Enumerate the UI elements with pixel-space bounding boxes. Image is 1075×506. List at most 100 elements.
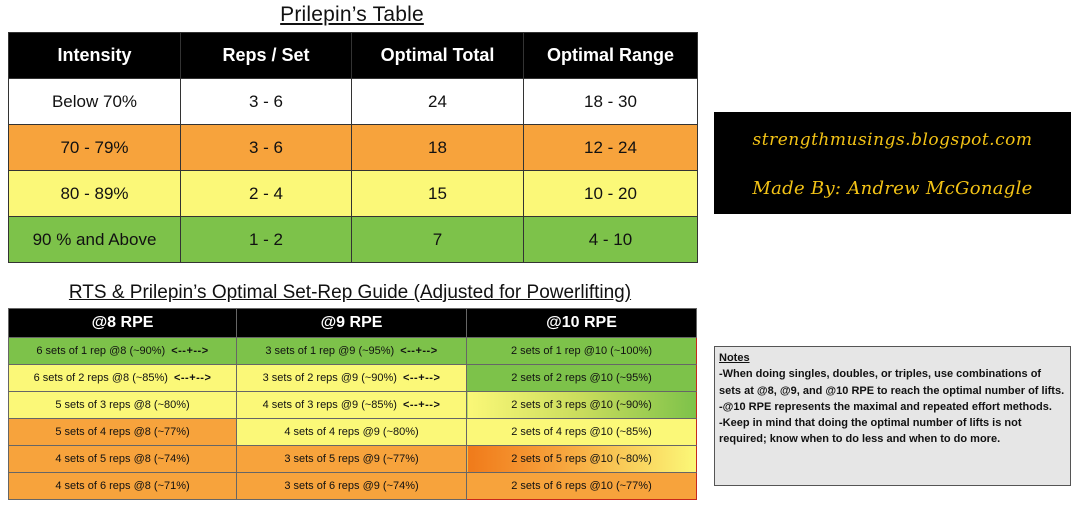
rpe-8-cell: 6 sets of 1 rep @8 (~90%) <--+--> xyxy=(8,337,237,365)
table-row: 90 % and Above 1 - 2 7 4 - 10 xyxy=(8,216,698,263)
set-rep-text: 3 sets of 5 reps @9 (~77%) xyxy=(284,453,419,465)
cell-content: 2 sets of 6 reps @10 (~77%) xyxy=(469,480,694,492)
table-row: 80 - 89% 2 - 4 15 10 - 20 xyxy=(8,170,698,217)
prilepins-header-row: Intensity Reps / Set Optimal Total Optim… xyxy=(8,32,698,79)
cell-content: 6 sets of 1 rep @8 (~90%) <--+--> xyxy=(11,345,234,357)
set-rep-text: 2 sets of 2 reps @10 (~95%) xyxy=(511,372,652,384)
progression-arrow: <--+--> xyxy=(400,345,438,357)
header-intensity: Intensity xyxy=(8,32,181,79)
intensity-cell: 90 % and Above xyxy=(8,216,181,263)
rpe-10-cell: 2 sets of 3 reps @10 (~90%) xyxy=(466,391,697,419)
set-rep-text: 2 sets of 5 reps @10 (~80%) xyxy=(511,453,652,465)
table-row: Below 70% 3 - 6 24 18 - 30 xyxy=(8,78,698,125)
set-rep-text: 3 sets of 2 reps @9 (~90%) xyxy=(262,372,397,384)
blog-url: strengthmusings.blogspot.com xyxy=(752,130,1033,150)
rpe-9-cell: 3 sets of 2 reps @9 (~90%) <--+--> xyxy=(236,364,467,392)
rts-header-row: @8 RPE @9 RPE @10 RPE xyxy=(8,308,697,338)
prilepins-table-title: Prilepin’s Table xyxy=(280,3,424,26)
rpe-8-cell: 4 sets of 5 reps @8 (~74%) xyxy=(8,445,237,473)
rts-guide-title: RTS & Prilepin’s Optimal Set-Rep Guide (… xyxy=(68,282,632,303)
cell-content: 4 sets of 3 reps @9 (~85%) <--+--> xyxy=(239,399,464,411)
cell-content: 2 sets of 5 reps @10 (~80%) xyxy=(469,453,694,465)
set-rep-text: 3 sets of 6 reps @9 (~74%) xyxy=(284,480,419,492)
header-optimal-total: Optimal Total xyxy=(351,32,524,79)
rpe-8-cell: 5 sets of 3 reps @8 (~80%) xyxy=(8,391,237,419)
rpe-9-cell: 3 sets of 6 reps @9 (~74%) xyxy=(236,472,467,500)
cell-content: 6 sets of 2 reps @8 (~85%) <--+--> xyxy=(11,372,234,384)
set-rep-text: 2 sets of 4 reps @10 (~85%) xyxy=(511,426,652,438)
note-line: -@10 RPE represents the maximal and repe… xyxy=(719,400,1052,413)
set-rep-text: 4 sets of 3 reps @9 (~85%) xyxy=(262,399,397,411)
total-cell: 18 xyxy=(351,124,524,171)
total-cell: 15 xyxy=(351,170,524,217)
table-row: 4 sets of 5 reps @8 (~74%) 3 sets of 5 re… xyxy=(8,445,697,473)
table-row: 6 sets of 2 reps @8 (~85%) <--+--> 3 sets … xyxy=(8,364,697,392)
note-line: -When doing singles, doubles, or triples… xyxy=(719,368,1065,397)
range-cell: 12 - 24 xyxy=(523,124,698,171)
header-9-rpe: @9 RPE xyxy=(236,308,467,338)
rpe-9-cell: 3 sets of 1 rep @9 (~95%) <--+--> xyxy=(236,337,467,365)
table-row: 4 sets of 6 reps @8 (~71%) 3 sets of 6 re… xyxy=(8,472,697,500)
set-rep-text: 2 sets of 6 reps @10 (~77%) xyxy=(511,480,652,492)
rpe-9-cell: 4 sets of 4 reps @9 (~80%) xyxy=(236,418,467,446)
reps-cell: 3 - 6 xyxy=(180,78,352,125)
note-line: -Keep in mind that doing the optimal num… xyxy=(719,417,1022,446)
notes-title: Notes xyxy=(719,352,750,364)
rpe-8-cell: 4 sets of 6 reps @8 (~71%) xyxy=(8,472,237,500)
set-rep-text: 5 sets of 4 reps @8 (~77%) xyxy=(55,426,190,438)
header-reps-per-set: Reps / Set xyxy=(180,32,352,79)
set-rep-text: 5 sets of 3 reps @8 (~80%) xyxy=(55,399,190,411)
rpe-9-cell: 3 sets of 5 reps @9 (~77%) xyxy=(236,445,467,473)
cell-content: 2 sets of 4 reps @10 (~85%) xyxy=(469,426,694,438)
range-cell: 10 - 20 xyxy=(523,170,698,217)
credit-banner: strengthmusings.blogspot.com Made By: An… xyxy=(714,112,1071,214)
cell-content: 3 sets of 5 reps @9 (~77%) xyxy=(239,453,464,465)
set-rep-text: 2 sets of 3 reps @10 (~90%) xyxy=(511,399,652,411)
author-credit: Made By: Andrew McGonagle xyxy=(752,178,1033,199)
intensity-cell: 80 - 89% xyxy=(8,170,181,217)
header-8-rpe: @8 RPE xyxy=(8,308,237,338)
rpe-10-cell: 2 sets of 2 reps @10 (~95%) xyxy=(466,364,697,392)
cell-content: 4 sets of 4 reps @9 (~80%) xyxy=(239,426,464,438)
rts-guide-table: @8 RPE @9 RPE @10 RPE 6 sets of 1 rep @8… xyxy=(8,308,697,500)
cell-content: 5 sets of 3 reps @8 (~80%) xyxy=(11,399,234,411)
set-rep-text: 2 sets of 1 rep @10 (~100%) xyxy=(510,345,653,357)
prilepins-table: Intensity Reps / Set Optimal Total Optim… xyxy=(8,32,698,263)
cell-content: 3 sets of 6 reps @9 (~74%) xyxy=(239,480,464,492)
rpe-10-cell: 2 sets of 6 reps @10 (~77%) xyxy=(466,472,697,500)
intensity-cell: 70 - 79% xyxy=(8,124,181,171)
header-10-rpe: @10 RPE xyxy=(466,308,697,338)
set-rep-text: 6 sets of 1 rep @8 (~90%) xyxy=(36,345,166,357)
rpe-8-cell: 6 sets of 2 reps @8 (~85%) <--+--> xyxy=(8,364,237,392)
total-cell: 24 xyxy=(351,78,524,125)
range-cell: 18 - 30 xyxy=(523,78,698,125)
rpe-10-cell: 2 sets of 5 reps @10 (~80%) xyxy=(466,445,697,473)
set-rep-text: 4 sets of 6 reps @8 (~71%) xyxy=(55,480,190,492)
intensity-cell: Below 70% xyxy=(8,78,181,125)
progression-arrow: <--+--> xyxy=(173,372,212,384)
cell-content: 4 sets of 5 reps @8 (~74%) xyxy=(11,453,234,465)
progression-arrow: <--+--> xyxy=(402,372,441,384)
set-rep-text: 4 sets of 5 reps @8 (~74%) xyxy=(55,453,190,465)
progression-arrow: <--+--> xyxy=(171,345,209,357)
cell-content: 4 sets of 6 reps @8 (~71%) xyxy=(11,480,234,492)
rpe-10-cell: 2 sets of 4 reps @10 (~85%) xyxy=(466,418,697,446)
progression-arrow: <--+--> xyxy=(402,399,441,411)
set-rep-text: 6 sets of 2 reps @8 (~85%) xyxy=(33,372,168,384)
rpe-8-cell: 5 sets of 4 reps @8 (~77%) xyxy=(8,418,237,446)
table-row: 5 sets of 4 reps @8 (~77%) 4 sets of 4 re… xyxy=(8,418,697,446)
reps-cell: 2 - 4 xyxy=(180,170,352,217)
cell-content: 3 sets of 1 rep @9 (~95%) <--+--> xyxy=(239,345,464,357)
table-row: 70 - 79% 3 - 6 18 12 - 24 xyxy=(8,124,698,171)
cell-content: 2 sets of 3 reps @10 (~90%) xyxy=(469,399,694,411)
cell-content: 2 sets of 1 rep @10 (~100%) xyxy=(469,345,694,357)
notes-box: Notes -When doing singles, doubles, or t… xyxy=(714,346,1071,486)
table-row: 5 sets of 3 reps @8 (~80%) 4 sets of 3 re… xyxy=(8,391,697,419)
set-rep-text: 4 sets of 4 reps @9 (~80%) xyxy=(284,426,419,438)
range-cell: 4 - 10 xyxy=(523,216,698,263)
table-row: 6 sets of 1 rep @8 (~90%) <--+--> 3 sets o… xyxy=(8,337,697,365)
reps-cell: 3 - 6 xyxy=(180,124,352,171)
rpe-9-cell: 4 sets of 3 reps @9 (~85%) <--+--> xyxy=(236,391,467,419)
total-cell: 7 xyxy=(351,216,524,263)
cell-content: 3 sets of 2 reps @9 (~90%) <--+--> xyxy=(239,372,464,384)
